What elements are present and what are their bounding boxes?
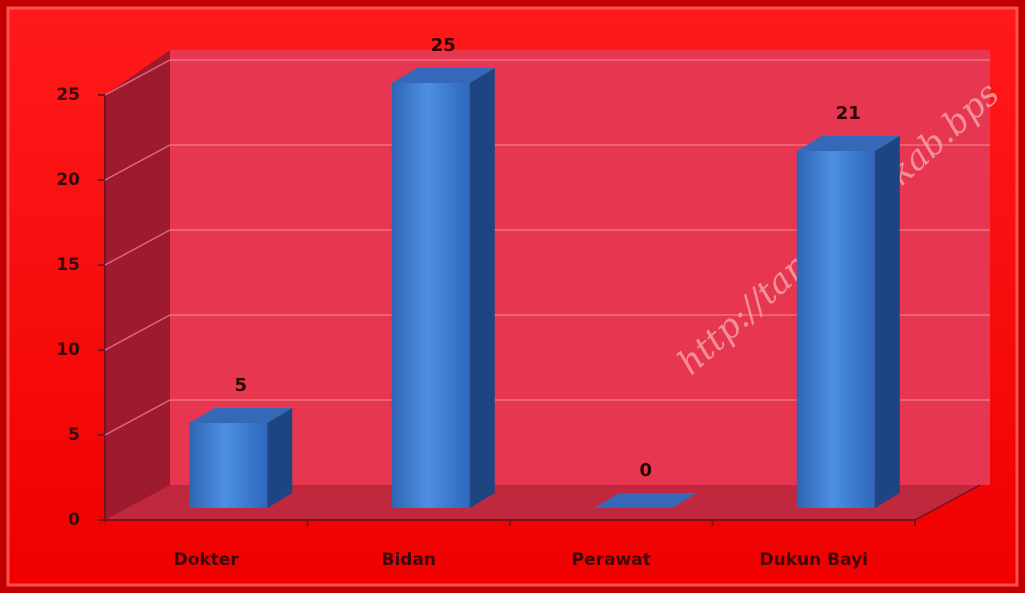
x-tick-label: Perawat <box>572 550 651 570</box>
bar-top <box>391 68 495 83</box>
grid-line <box>104 59 171 96</box>
bar <box>391 83 470 508</box>
grid-line <box>104 399 171 436</box>
data-label: 5 <box>234 375 247 396</box>
x-tick-label: Dukun Bayi <box>760 550 868 570</box>
y-tick-label: 5 <box>68 425 80 445</box>
y-tick-label: 10 <box>56 340 80 360</box>
grid-line <box>104 144 171 181</box>
bar-side <box>874 136 900 508</box>
data-label: 25 <box>431 35 456 56</box>
floor <box>105 485 980 520</box>
back-wall <box>170 50 990 485</box>
bar-side <box>469 68 495 508</box>
bar-top <box>189 408 293 423</box>
y-tick-label: 0 <box>68 510 80 530</box>
bar <box>796 151 875 508</box>
data-label: 21 <box>836 103 861 124</box>
x-tick-label: Dokter <box>174 550 240 570</box>
bar <box>189 423 268 508</box>
y-tick-label: 15 <box>56 255 80 275</box>
bar-top <box>594 493 698 508</box>
grid-line <box>104 229 171 266</box>
data-label: 0 <box>639 460 652 481</box>
y-tick-label: 25 <box>56 85 80 105</box>
grid-line <box>104 314 171 351</box>
bar-top <box>796 136 900 151</box>
floor-edge <box>914 484 981 521</box>
bar-side <box>267 408 293 508</box>
side-wall <box>105 50 170 520</box>
y-tick-label: 20 <box>56 170 80 190</box>
x-tick-label: Bidan <box>381 550 436 570</box>
